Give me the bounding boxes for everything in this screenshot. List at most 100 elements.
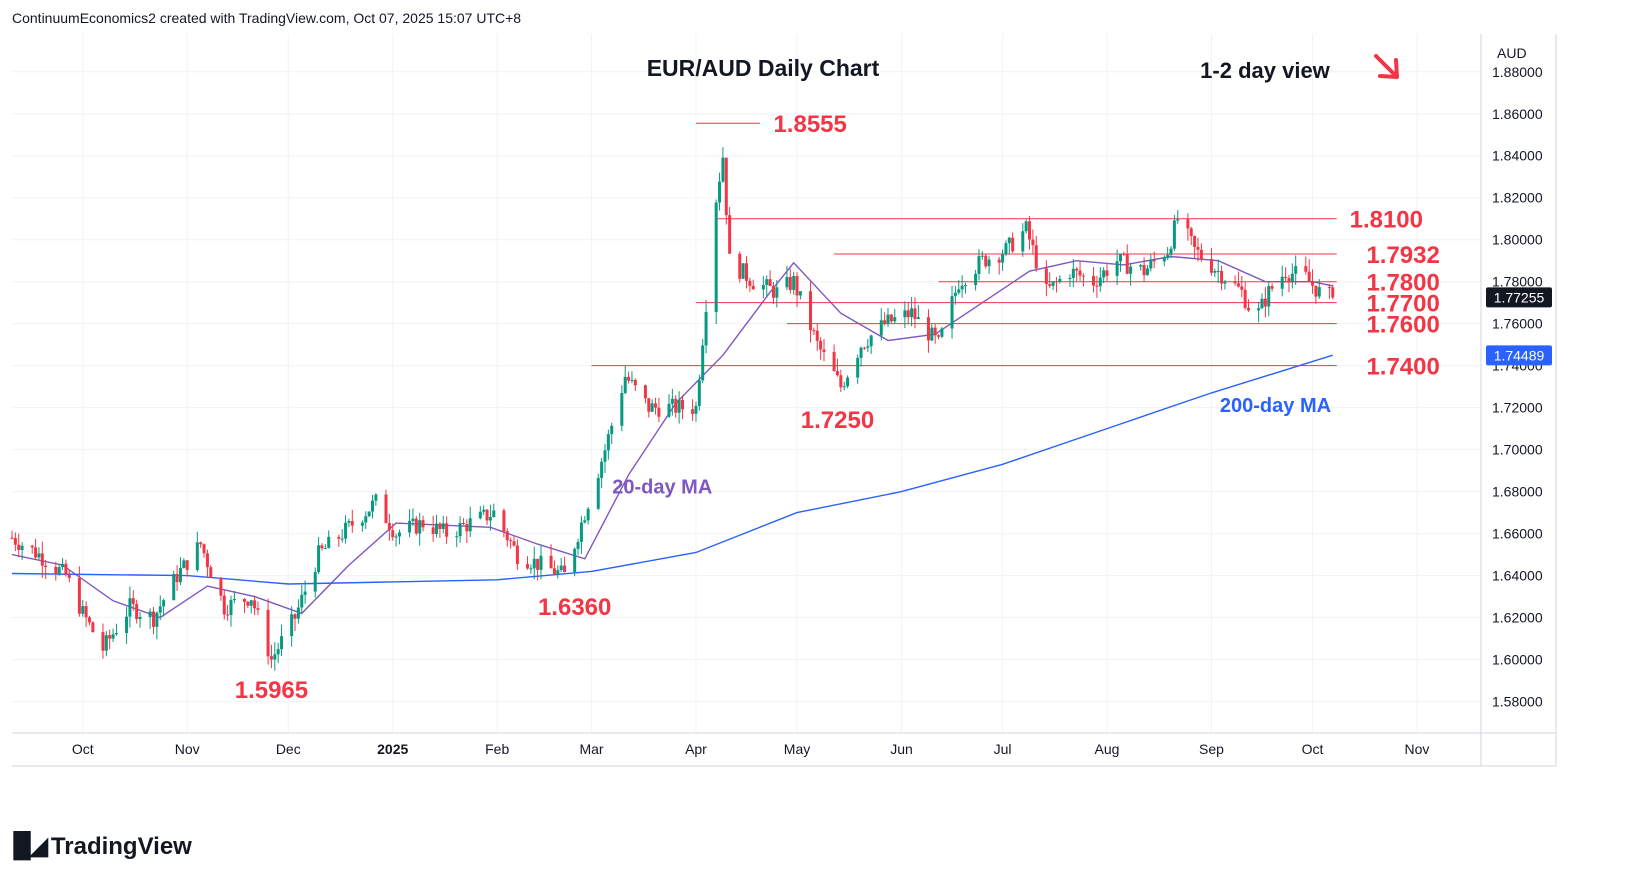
candle[interactable] [657,397,661,423]
candle[interactable] [44,560,48,580]
candle[interactable] [525,556,529,570]
candle[interactable] [1081,273,1085,287]
candle[interactable] [1220,265,1224,291]
candle[interactable] [313,567,317,598]
candle[interactable] [384,489,388,524]
candle[interactable] [957,280,961,295]
candle[interactable] [397,529,401,545]
candle[interactable] [704,299,708,354]
candle[interactable] [226,604,230,621]
candle[interactable] [1142,257,1146,283]
candle[interactable] [559,558,563,572]
candle[interactable] [269,644,273,669]
candle[interactable] [256,601,260,616]
candle[interactable] [785,265,789,291]
candle[interactable] [10,530,14,540]
candle[interactable] [391,523,395,541]
candle[interactable] [502,508,506,538]
candle[interactable] [795,272,799,308]
candle[interactable] [77,566,81,617]
candle[interactable] [1243,282,1247,310]
candle[interactable] [819,337,823,360]
candle[interactable] [738,251,742,283]
candle[interactable] [1048,272,1052,289]
candle[interactable] [620,385,624,432]
candle[interactable] [552,560,556,576]
candle[interactable] [529,564,533,574]
candle[interactable] [438,521,442,538]
candle[interactable] [242,598,246,613]
candle[interactable] [253,595,257,615]
candle[interactable] [654,397,658,415]
candle[interactable] [798,291,802,300]
candle[interactable] [222,589,226,620]
candle[interactable] [573,547,577,577]
candle[interactable] [835,358,839,377]
candle[interactable] [1199,243,1203,262]
candle[interactable] [603,443,607,473]
candle[interactable] [937,334,941,340]
candle[interactable] [1152,251,1156,269]
candle[interactable] [101,623,105,659]
candle[interactable] [34,538,38,560]
candle[interactable] [862,346,866,350]
candle[interactable] [1098,267,1102,292]
candle[interactable] [964,282,968,294]
candle[interactable] [768,270,772,287]
candle[interactable] [37,547,41,560]
candle[interactable] [1267,281,1271,317]
candle[interactable] [13,532,17,552]
candle[interactable] [926,309,930,353]
candle[interactable] [1223,280,1227,290]
candle[interactable] [431,515,435,542]
candle[interactable] [1189,226,1193,246]
candle[interactable] [162,598,166,617]
candle[interactable] [1125,244,1129,275]
candle[interactable] [266,598,270,665]
candle[interactable] [1257,301,1261,323]
candle[interactable] [600,457,604,489]
candle[interactable] [64,559,68,577]
candle[interactable] [721,147,725,183]
candle[interactable] [694,401,698,422]
candle[interactable] [1122,251,1126,256]
candle[interactable] [1186,213,1190,241]
candle[interactable] [1044,260,1048,297]
candle[interactable] [131,590,135,611]
candle[interactable] [1011,232,1015,253]
candle[interactable] [61,558,65,571]
candle[interactable] [532,546,536,580]
candle[interactable] [1270,283,1274,292]
candle[interactable] [775,279,779,308]
candle[interactable] [883,312,887,326]
candle[interactable] [20,542,24,560]
candle[interactable] [421,515,425,532]
candle[interactable] [1078,260,1082,281]
candle[interactable] [886,307,890,327]
candle[interactable] [677,391,681,424]
candle[interactable] [1317,279,1321,299]
candle[interactable] [1007,236,1011,254]
candle[interactable] [674,395,678,418]
candle[interactable] [303,580,307,604]
candle[interactable] [633,378,637,392]
candle[interactable] [40,541,44,578]
candle[interactable] [1304,256,1308,275]
candle[interactable] [485,509,489,525]
candle[interactable] [960,275,964,298]
candle[interactable] [950,285,954,339]
candle[interactable] [1118,253,1122,272]
candle[interactable] [125,606,129,644]
candle[interactable] [17,533,21,558]
candle[interactable] [771,281,775,305]
candle[interactable] [1172,214,1176,251]
candle[interactable] [846,375,850,389]
candle[interactable] [866,338,870,352]
candle[interactable] [728,206,732,254]
candle[interactable] [724,157,728,225]
candle[interactable] [576,538,580,556]
candle[interactable] [414,515,418,536]
candle[interactable] [209,565,213,578]
candle[interactable] [1260,293,1264,310]
candle[interactable] [515,539,519,570]
